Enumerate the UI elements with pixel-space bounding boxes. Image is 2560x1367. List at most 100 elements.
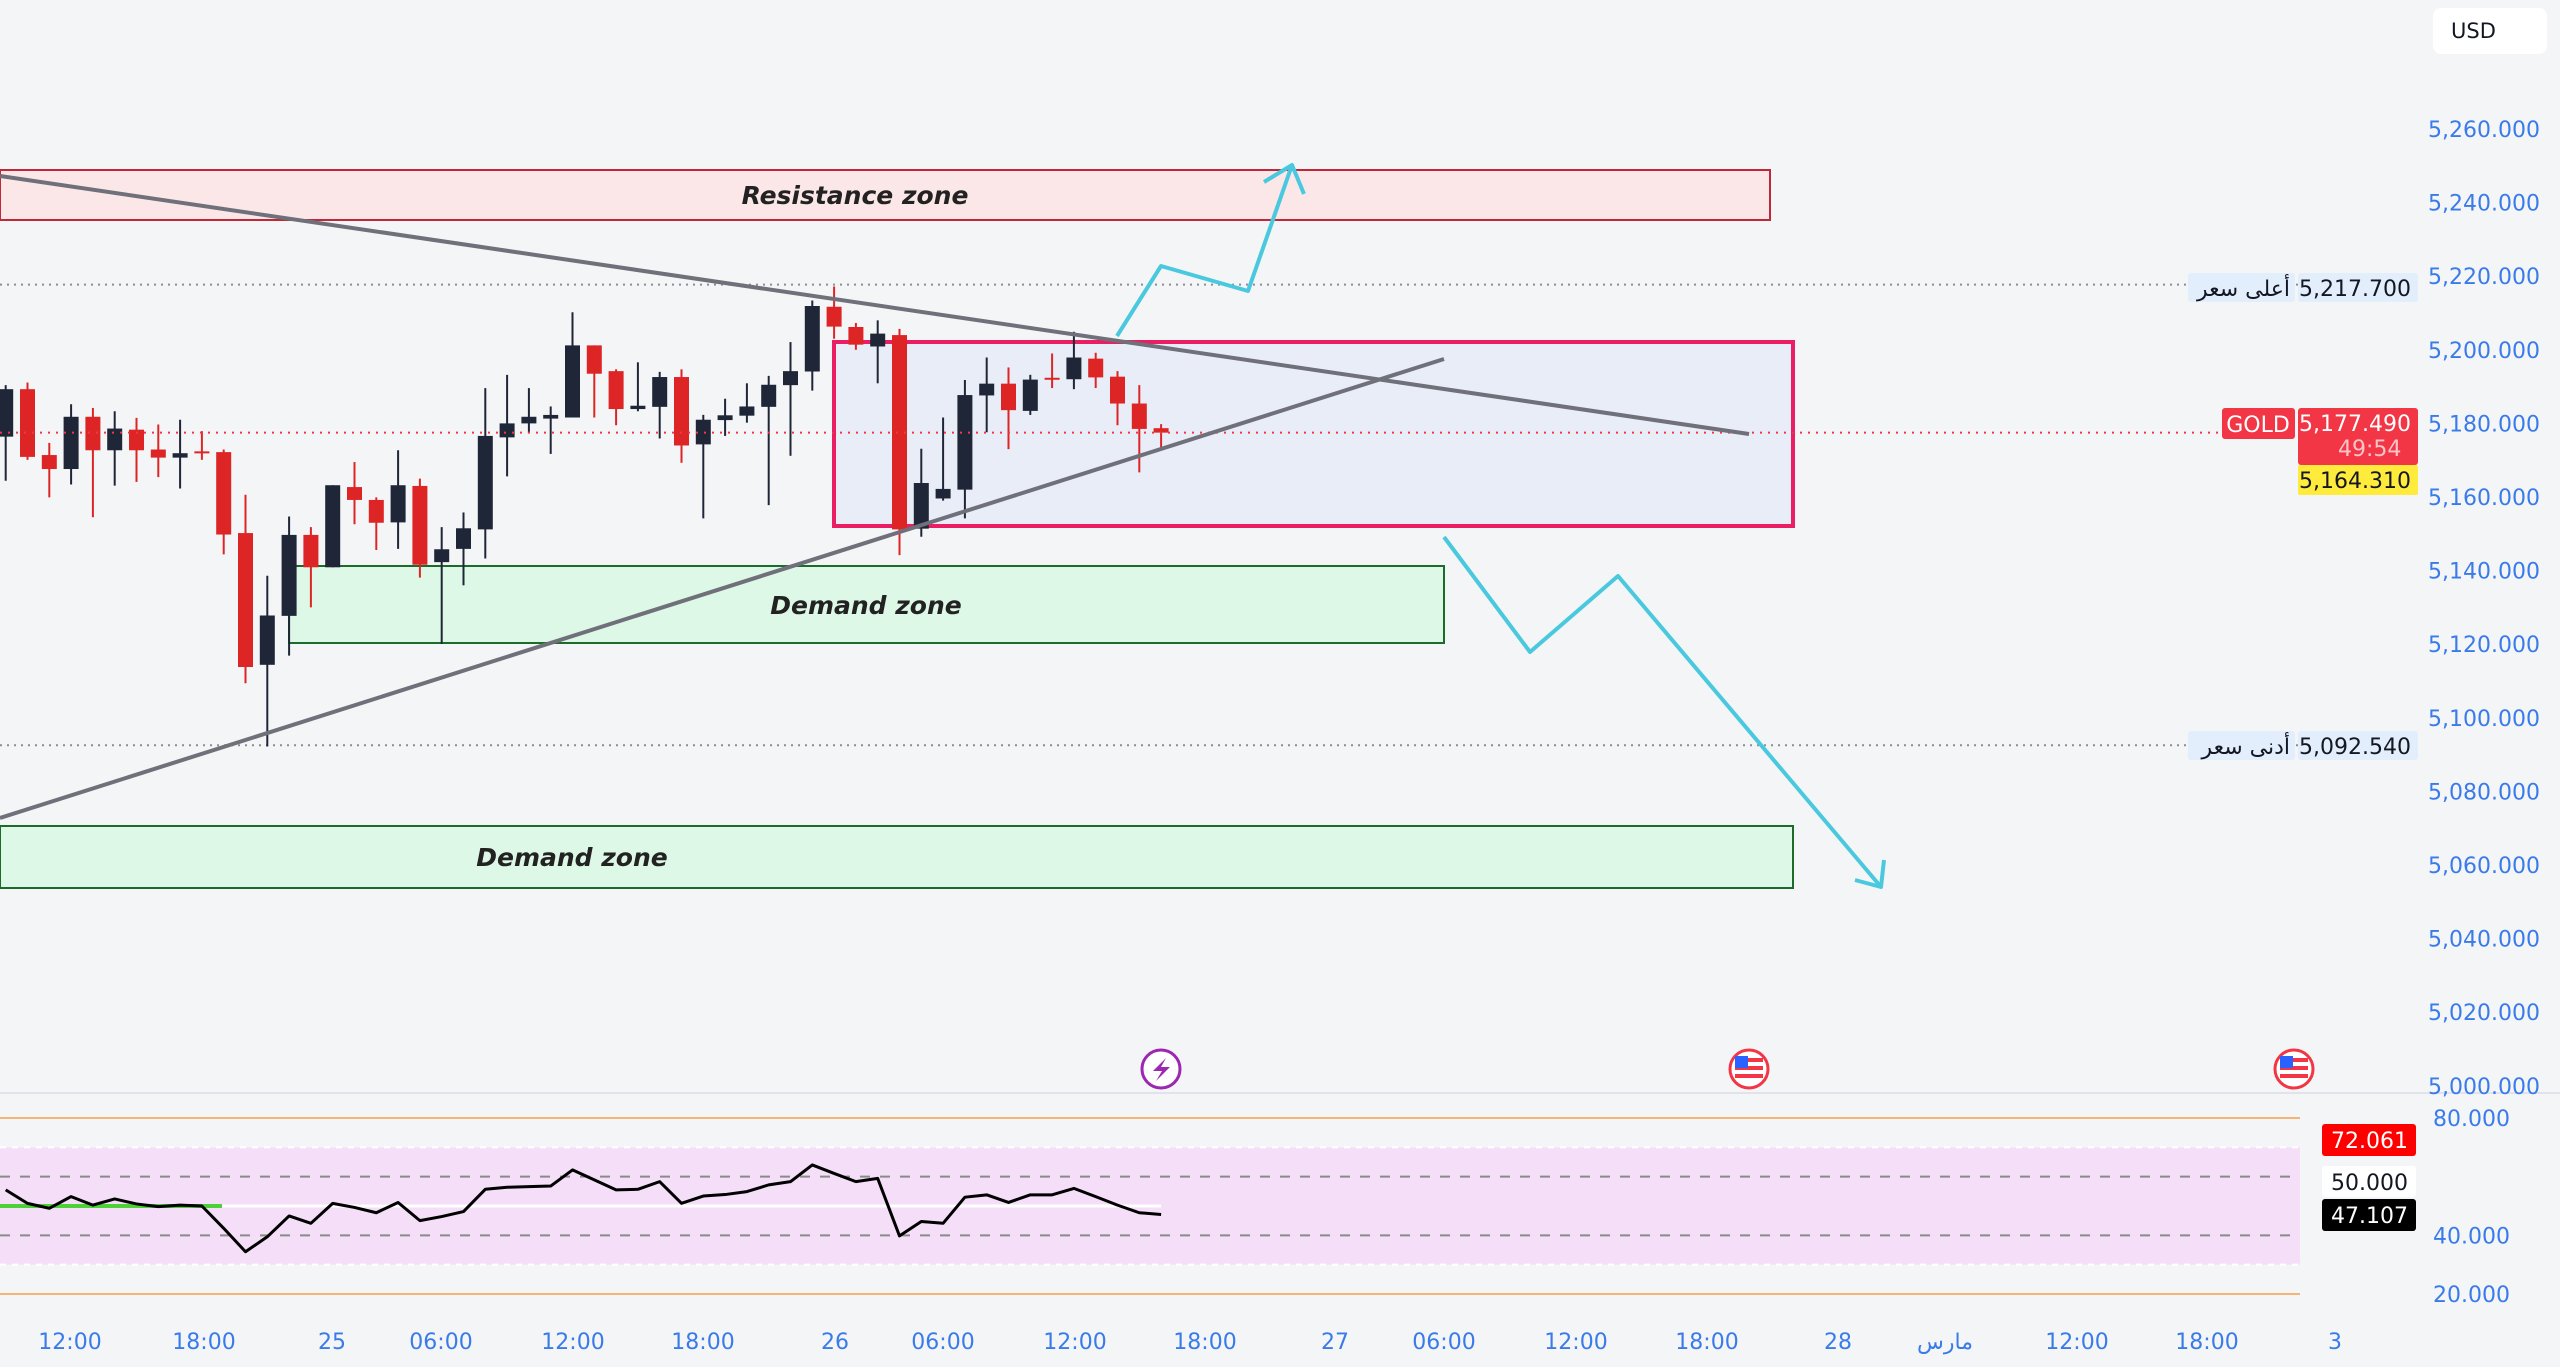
candle xyxy=(63,404,79,485)
candle xyxy=(652,371,668,439)
price-tick-label: 5,160.000 xyxy=(2428,486,2540,511)
candle-body xyxy=(1066,357,1082,380)
candle xyxy=(412,478,428,578)
candle xyxy=(194,431,210,460)
time-axis[interactable]: 12:00 18:00 25 06:00 12:00 18:00 26 06:00 12:00 1… xyxy=(38,1330,2342,1355)
us-flag-event-icon[interactable] xyxy=(2273,1048,2315,1090)
time-tick-label: 12:00 xyxy=(541,1330,604,1355)
resistance-zone[interactable]: Resistance zone xyxy=(0,169,1771,221)
high-label-text: أعلى سعر xyxy=(2196,274,2290,302)
candle-body xyxy=(1001,383,1016,411)
candle-body xyxy=(0,389,14,437)
time-tick-label: 12:00 xyxy=(38,1330,101,1355)
price-axis[interactable]: 5,260.000 5,240.000 5,220.000 5,200.000 5,18… xyxy=(2428,118,2540,1308)
price-tick-label: 5,040.000 xyxy=(2428,928,2540,953)
candle xyxy=(238,494,253,684)
candle xyxy=(368,497,384,550)
bullish-projection-arrow[interactable] xyxy=(1115,163,1306,338)
rsi-current-value: 47.107 xyxy=(2331,1204,2408,1229)
candle xyxy=(499,374,515,477)
candle-body xyxy=(1153,428,1169,433)
candle xyxy=(1088,352,1104,389)
price-levels xyxy=(0,283,2420,747)
candle-body xyxy=(783,371,798,386)
candle xyxy=(521,388,537,434)
candle xyxy=(608,369,624,426)
candle xyxy=(1066,331,1082,390)
candle xyxy=(804,300,820,391)
candle-body xyxy=(172,453,188,458)
current-price-label: GOLD 5,177.490 49:54 5,164.310 xyxy=(2222,408,2418,495)
candle xyxy=(979,357,995,433)
candle xyxy=(1153,424,1169,450)
time-tick-label: 18:00 xyxy=(1173,1330,1236,1355)
candle xyxy=(957,379,973,519)
rsi-tick-label: 80.000 xyxy=(2433,1107,2510,1132)
rsi-tick-label: 40.000 xyxy=(2433,1224,2510,1249)
time-tick-label: 18:00 xyxy=(671,1330,734,1355)
bar-countdown: 49:54 xyxy=(2338,437,2401,462)
price-tick-label: 5,120.000 xyxy=(2428,633,2540,658)
candle-body xyxy=(107,428,123,451)
candle xyxy=(390,450,406,549)
candle-body xyxy=(565,345,580,418)
candle xyxy=(150,424,166,478)
rsi-upper-value: 72.061 xyxy=(2331,1129,2408,1154)
time-tick-label: 3 xyxy=(2328,1330,2342,1355)
time-tick-label: 18:00 xyxy=(172,1330,235,1355)
candle-body xyxy=(608,371,624,410)
candle-body xyxy=(20,389,35,457)
ascending-trendline[interactable] xyxy=(0,357,1445,820)
candle-body xyxy=(1022,379,1038,411)
demand-zone-lower[interactable]: Demand zone xyxy=(0,825,1794,889)
candle xyxy=(848,322,864,350)
candle xyxy=(216,449,232,555)
candle-body xyxy=(979,383,995,396)
demand-zone-upper[interactable]: Demand zone xyxy=(288,565,1445,644)
price-tick-label: 5,080.000 xyxy=(2428,780,2540,805)
us-flag-event-icon[interactable] xyxy=(1728,1048,1770,1090)
price-tick-label: 5,260.000 xyxy=(2428,118,2540,143)
candle xyxy=(172,419,188,489)
candle xyxy=(85,407,101,518)
time-tick-label: 06:00 xyxy=(1412,1330,1475,1355)
consolidation-rectangle[interactable] xyxy=(832,340,1795,528)
event-lightning-icon[interactable] xyxy=(1140,1048,1182,1090)
high-price-label: أعلى سعر 5,217.700 xyxy=(2188,273,2418,302)
rsi-line xyxy=(4,1163,1162,1254)
resistance-zone-label: Resistance zone xyxy=(742,181,969,210)
price-tick-label: 5,200.000 xyxy=(2428,339,2540,364)
candle xyxy=(20,382,35,460)
candle xyxy=(259,575,275,747)
candle-body xyxy=(216,452,232,535)
candle xyxy=(1001,367,1016,450)
candle xyxy=(129,417,144,482)
bearish-projection-arrow[interactable] xyxy=(1442,535,1886,889)
candle xyxy=(783,342,798,456)
candle xyxy=(586,345,602,418)
candle-body xyxy=(870,333,886,347)
candle xyxy=(107,411,123,486)
candle-body xyxy=(41,455,57,470)
candle-body xyxy=(695,419,711,445)
low-price-value: 5,092.540 xyxy=(2299,735,2411,760)
candle xyxy=(303,527,319,608)
candle xyxy=(1110,371,1125,426)
currency-button[interactable]: USD xyxy=(2433,8,2547,54)
time-tick-label: 26 xyxy=(821,1330,849,1355)
low-price-label: أدنى سعر 5,092.540 xyxy=(2188,731,2418,760)
candle-body xyxy=(390,485,406,523)
candle-body xyxy=(913,483,929,529)
candle xyxy=(543,406,559,454)
time-tick-label: 12:00 xyxy=(2045,1330,2108,1355)
candle-body xyxy=(325,485,341,568)
high-price-value: 5,217.700 xyxy=(2299,277,2411,302)
candle-body xyxy=(848,326,864,345)
candle-body xyxy=(521,416,537,424)
candle xyxy=(1022,374,1038,415)
candle-body xyxy=(826,306,842,327)
candle xyxy=(477,388,493,559)
descending-trendline[interactable] xyxy=(0,174,1750,436)
candle xyxy=(870,320,886,384)
